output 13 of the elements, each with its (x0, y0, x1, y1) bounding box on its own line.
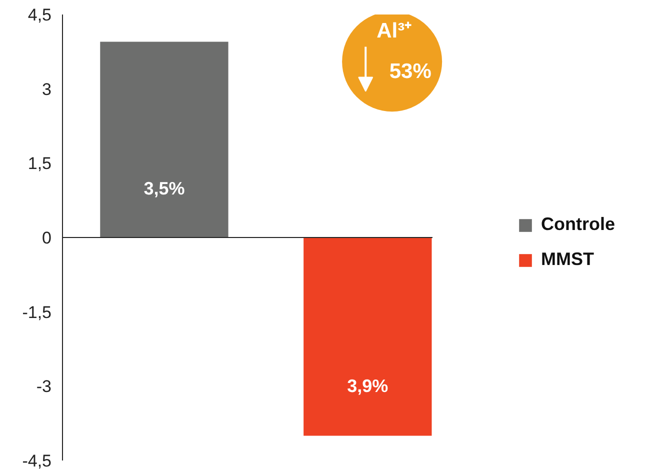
annotation: 3,5% (144, 178, 185, 199)
y-tick-label: -1,5 (22, 302, 52, 322)
y-tick-label: 0 (42, 228, 52, 248)
y-tick-label: 3 (42, 80, 52, 99)
annotation: Al³⁺ (376, 19, 412, 42)
y-tick-label: -4,5 (22, 452, 52, 470)
annotation: 53% (389, 60, 432, 83)
y-tick-label: -3 (36, 377, 52, 396)
y-tick-label: 1,5 (28, 154, 52, 174)
y-tick-label: 4,5 (28, 6, 52, 24)
annotation: 3,9% (347, 376, 388, 396)
legend-label: MMST (541, 249, 594, 270)
legend-label: Controle (541, 214, 615, 235)
